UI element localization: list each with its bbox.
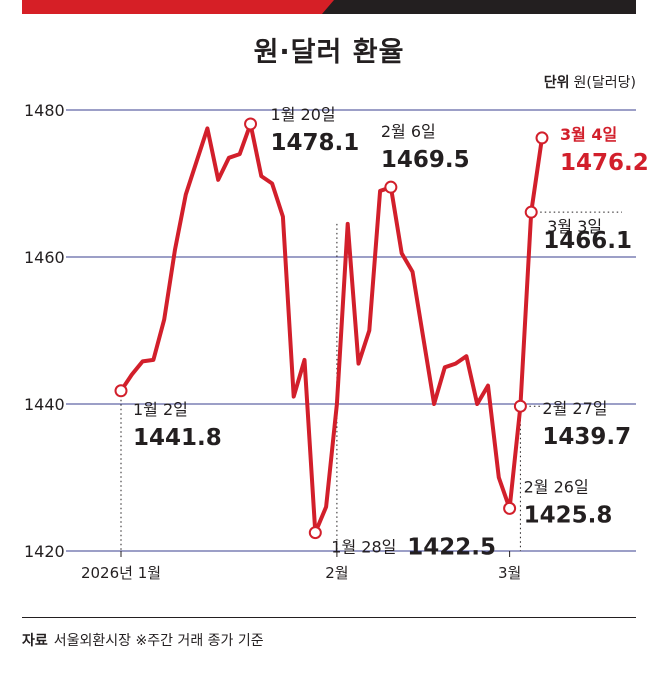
annotation-value-39: 1476.2 <box>560 150 649 176</box>
annotation-date-37: 2월 27일 <box>542 399 607 418</box>
y-tick-label-1420: 1420 <box>24 542 65 561</box>
top-bar-black <box>322 0 636 14</box>
unit-label-value: 원(달러당) <box>573 75 636 91</box>
point-marker-37 <box>513 399 527 413</box>
annotation-value-0: 1441.8 <box>133 425 222 451</box>
top-bar-red <box>22 0 334 14</box>
unit-label-key: 단위 <box>543 75 570 91</box>
point-marker-39 <box>535 131 549 145</box>
annotation-date-36: 2월 26일 <box>524 477 589 496</box>
annotation-value-38: 1466.1 <box>543 228 632 254</box>
chart-title: 원·달러 환율 <box>253 37 405 68</box>
x-tick-label-36: 3월 <box>498 564 521 582</box>
y-tick-label-1480: 1480 <box>24 101 65 120</box>
series-line <box>119 122 544 535</box>
source-text: 서울외환시장 ※주간 거래 종가 기준 <box>53 633 264 649</box>
annotation-value-12: 1478.1 <box>271 130 360 156</box>
x-tick-label-0: 2026년 1월 <box>81 564 161 582</box>
annotation-value-36: 1425.8 <box>524 502 613 528</box>
point-marker-12 <box>244 117 258 131</box>
annotation-date-12: 1월 20일 <box>271 105 336 124</box>
annotation-date-39: 3월 4일 <box>560 125 617 144</box>
annotation-date-25: 2월 6일 <box>381 122 436 141</box>
annotation-date-38: 3월 3일 <box>547 217 602 236</box>
annotation-date-18: 1월 28일 <box>331 538 396 557</box>
unit-label: 단위 원(달러당) <box>544 72 636 92</box>
source-note: 자료 서울외환시장 ※주간 거래 종가 기준 <box>22 630 264 650</box>
annotation-value-25: 1469.5 <box>381 147 470 173</box>
x-tick-label-20: 2월 <box>325 564 348 582</box>
point-marker-36 <box>503 501 517 515</box>
point-marker-18 <box>308 526 322 540</box>
y-tick-label-1460: 1460 <box>24 248 65 267</box>
annotation-value-18: 1422.5 <box>407 535 496 561</box>
point-marker-0 <box>114 384 128 398</box>
point-marker-38 <box>524 205 538 219</box>
annotation-date-0: 1월 2일 <box>133 400 188 419</box>
exchange-rate-chart: 1420 1440 1460 1480 2026년 1월 2월 3월 1월 2일 1441.8 1… <box>24 101 649 582</box>
annotation-value-37: 1439.7 <box>542 424 631 450</box>
source-label: 자료 <box>22 633 48 649</box>
footer-divider <box>22 617 636 618</box>
y-tick-label-1440: 1440 <box>24 395 65 414</box>
point-marker-25 <box>384 180 398 194</box>
